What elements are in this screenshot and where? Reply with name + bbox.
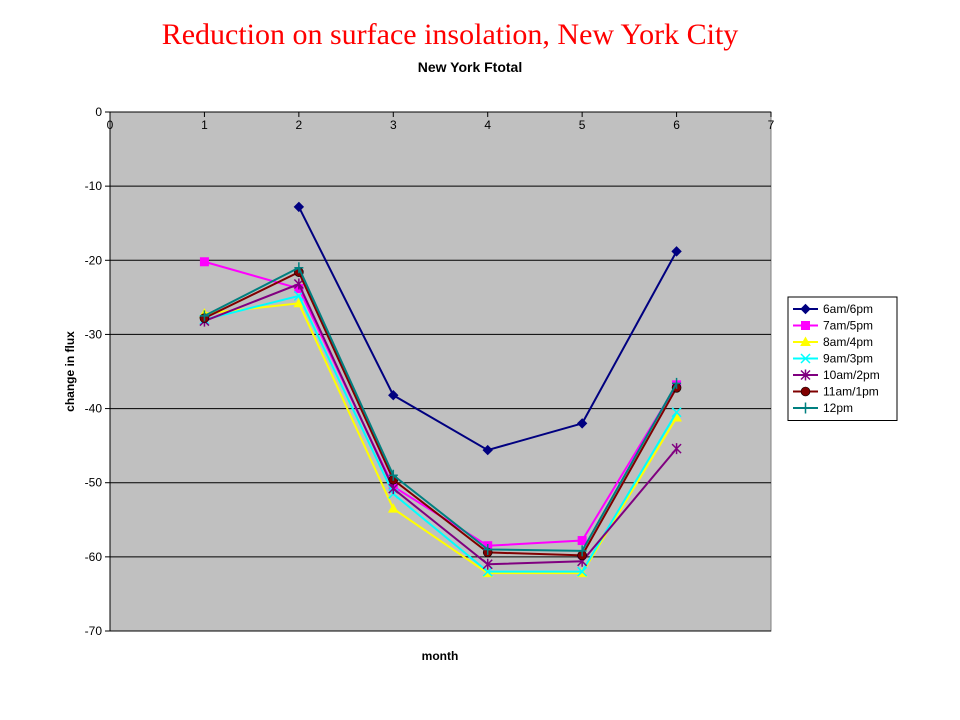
series-line xyxy=(204,294,678,573)
legend-label: 6am/6pm xyxy=(823,302,873,316)
x-tick-label: 5 xyxy=(579,118,586,132)
legend-item: 7am/5pm xyxy=(793,319,873,333)
data-point xyxy=(576,418,588,429)
series-line xyxy=(204,302,678,575)
x-tick-label: 3 xyxy=(390,118,397,132)
data-point xyxy=(482,558,493,570)
x-tick-label: 1 xyxy=(201,118,208,132)
data-point xyxy=(294,262,304,274)
series-line xyxy=(203,270,678,557)
data-point xyxy=(801,402,810,414)
y-tick-label: -30 xyxy=(85,327,103,341)
chart-title: New York Ftotal xyxy=(418,59,523,75)
series-line xyxy=(204,282,678,566)
data-point xyxy=(577,545,587,557)
data-point xyxy=(388,469,398,481)
legend-item: 10am/2pm xyxy=(793,368,880,382)
legend-label: 9am/3pm xyxy=(823,352,873,366)
x-tick-label: 4 xyxy=(484,118,491,132)
data-point xyxy=(671,246,682,257)
legend-label: 8am/4pm xyxy=(823,335,873,349)
y-tick-label: -20 xyxy=(85,253,103,267)
legend-label: 10am/2pm xyxy=(823,368,880,382)
data-point xyxy=(800,369,811,381)
data-point xyxy=(671,443,682,455)
data-point xyxy=(482,444,493,456)
data-point xyxy=(800,353,811,364)
legend-label: 11am/1pm xyxy=(823,385,879,399)
data-point xyxy=(293,201,305,213)
series-line xyxy=(203,266,678,552)
series-layer xyxy=(199,201,682,578)
data-point xyxy=(801,321,810,330)
x-tick-label: 0 xyxy=(107,118,114,132)
data-point xyxy=(388,390,399,401)
data-point xyxy=(672,377,682,389)
legend-label: 7am/5pm xyxy=(823,319,873,333)
series-6 xyxy=(199,262,682,557)
y-tick-label: -40 xyxy=(85,402,103,416)
slide-title: Reduction on surface insolation, New Yor… xyxy=(161,18,739,51)
data-point xyxy=(671,407,682,418)
y-tick-label: -60 xyxy=(85,550,103,564)
data-point xyxy=(388,483,399,495)
x-tick-label: 7 xyxy=(768,118,775,132)
legend-item: 11am/1pm xyxy=(793,385,879,399)
legend-item: 9am/3pm xyxy=(793,352,873,366)
y-tick-label: -10 xyxy=(85,179,103,193)
legend-item: 6am/6pm xyxy=(793,302,873,316)
legend-label: 12pm xyxy=(823,401,853,415)
series-0 xyxy=(293,201,682,456)
y-tick-label: 0 xyxy=(95,105,102,119)
data-point xyxy=(577,536,587,546)
data-point xyxy=(387,503,399,513)
data-point xyxy=(199,257,209,267)
axes: 0 -10 -20 -30 -40 -50 -60 -70 0 1 2 3 4 5 6 7 xyxy=(85,105,775,638)
x-tick-label: 2 xyxy=(296,118,303,132)
data-point xyxy=(800,336,811,346)
legend: 6am/6pm 7am/5pm 8am/4pm 9am/3pm 10am/2pm 11am… xyxy=(787,296,898,421)
x-axis-label: month xyxy=(422,649,459,663)
y-axis-label: change in flux xyxy=(63,331,77,412)
data-point xyxy=(199,310,209,322)
x-tick-label: 6 xyxy=(673,118,680,132)
legend-item: 8am/4pm xyxy=(793,335,873,349)
data-point xyxy=(482,566,493,577)
plot-area xyxy=(109,111,772,632)
data-point xyxy=(483,543,493,555)
legend-item: 12pm xyxy=(793,401,853,415)
data-point xyxy=(800,303,811,315)
data-point xyxy=(800,386,811,397)
y-tick-label: -50 xyxy=(85,476,103,490)
data-point xyxy=(577,566,588,577)
y-tick-label: -70 xyxy=(85,624,103,638)
